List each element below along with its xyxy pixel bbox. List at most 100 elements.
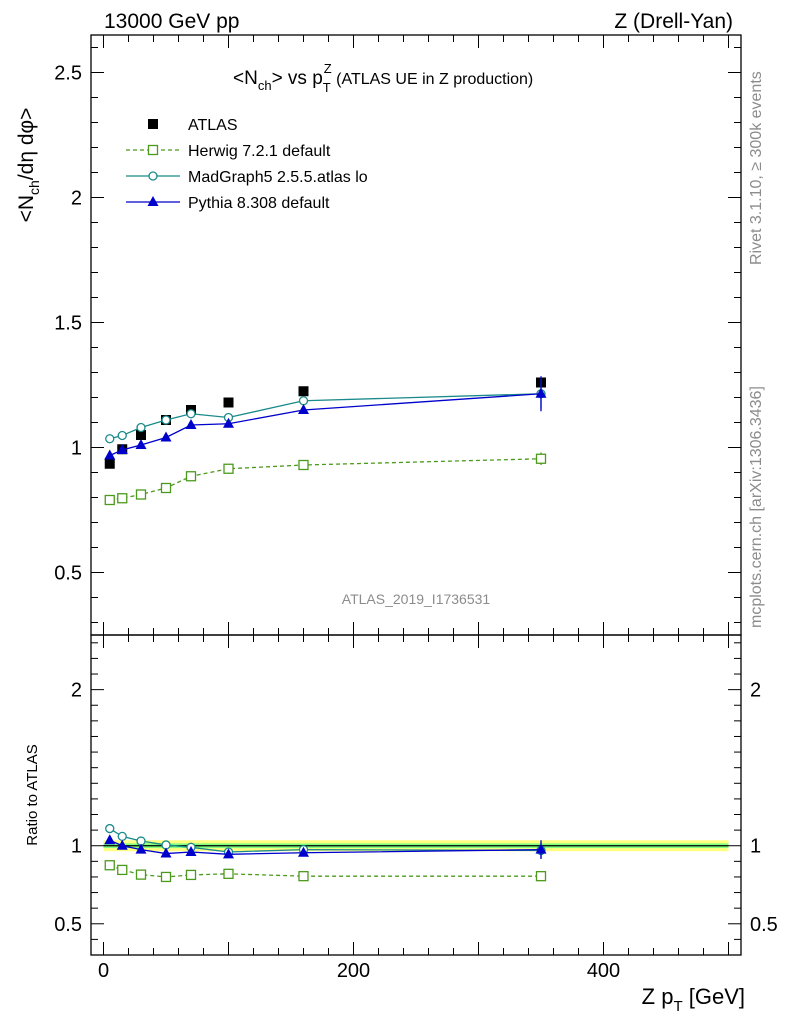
ratio-uncertainty-band <box>103 840 729 852</box>
legend-marker <box>148 119 158 129</box>
ratio-ticks <box>91 635 741 955</box>
data-point-madgraph <box>186 409 196 419</box>
data-point-herwig <box>117 864 128 876</box>
rivet-version-label: Rivet 3.1.10, ≥ 300k events <box>748 71 765 265</box>
analysis-watermark: ATLAS_2019_I1736531 <box>342 591 491 607</box>
data-point-herwig <box>104 494 115 506</box>
data-point-herwig <box>185 471 197 482</box>
data-point-pythia <box>135 843 147 854</box>
series-pythia <box>104 834 547 859</box>
main-ytick-label: 0.5 <box>54 563 82 585</box>
series-line-herwig <box>109 458 542 501</box>
data-point-herwig <box>117 493 128 504</box>
ratio-ytick-labels: 0.5 0.5 1 1 2 2 <box>54 680 778 936</box>
data-point-pythia <box>160 847 172 858</box>
legend-marker <box>147 144 159 156</box>
header-right: Z (Drell-Yan) <box>614 10 733 33</box>
data-point-data <box>223 397 234 408</box>
mcplots-reference-label: mcplots.cern.ch [arXiv:1306.3436] <box>748 386 765 628</box>
data-point-herwig <box>160 871 172 883</box>
main-ylabel: <Nch/dη dφ> <box>15 108 42 223</box>
ratio-frame <box>90 634 742 956</box>
data-point-pythia <box>185 419 197 429</box>
data-point-herwig <box>135 489 147 500</box>
ratio-ylabel: Ratio to ATLAS <box>24 744 41 845</box>
legend-item: MadGraph5 2.5.5.atlas lo <box>126 169 368 186</box>
data-point-madgraph <box>117 831 127 842</box>
legend-label: Herwig 7.2.1 default <box>188 143 331 160</box>
series-line-madgraph <box>109 393 542 440</box>
data-point-pythia <box>185 845 197 856</box>
data-point-herwig <box>535 453 547 464</box>
series-herwig <box>104 452 547 506</box>
ratio-ytick-label-left: 1 <box>71 836 82 858</box>
plot-title: <Nch> vs pTZ (ATLAS UE in Z production) <box>233 61 533 95</box>
data-point-herwig <box>104 860 115 871</box>
data-point-herwig <box>185 869 197 881</box>
legend-marker <box>148 171 158 181</box>
xtick-label: 0 <box>98 960 109 982</box>
main-series <box>104 376 547 506</box>
data-point-pythia <box>535 843 547 854</box>
data-point-madgraph <box>298 396 309 406</box>
data-point-herwig <box>298 459 309 471</box>
main-ytick-label: 1 <box>71 438 82 460</box>
xaxis-label: Z pT [GeV] <box>642 984 745 1015</box>
legend-item: Herwig 7.2.1 default <box>126 143 331 160</box>
legend-label: Pythia 8.308 default <box>188 195 330 212</box>
ratio-ytick-label-left: 0.5 <box>54 914 82 936</box>
series-data <box>104 377 546 469</box>
data-point-pythia <box>160 431 172 442</box>
main-ticks <box>91 35 741 635</box>
data-point-data <box>298 386 309 397</box>
data-point-pythia <box>104 449 116 460</box>
data-point-madgraph <box>136 422 146 433</box>
ratio-series <box>104 823 547 883</box>
ratio-ytick-label-right: 2 <box>750 680 761 702</box>
legend-item: Pythia 8.308 default <box>126 195 330 212</box>
data-point-pythia <box>223 848 234 859</box>
data-point-madgraph <box>117 430 127 441</box>
ratio-ytick-label-right: 0.5 <box>750 914 778 936</box>
xtick-label: 400 <box>587 960 620 982</box>
data-point-herwig <box>298 871 309 882</box>
legend-marker <box>147 196 159 206</box>
series-line-herwig <box>109 864 541 878</box>
data-point-herwig <box>135 869 147 880</box>
main-ytick-labels: 0.5 1 1.5 2 2.5 <box>54 63 82 585</box>
main-panel: 0.5 1 1.5 2 2.5 <Nch> vs pTZ (ATLAS UE in Z … <box>15 34 742 636</box>
data-point-pythia <box>116 444 128 454</box>
ratio-ytick-label-left: 2 <box>71 680 82 702</box>
legend-item: ATLAS <box>148 117 238 134</box>
data-point-madgraph <box>105 823 115 834</box>
data-point-pythia <box>104 834 116 845</box>
data-point-herwig <box>223 463 234 474</box>
legend-label: MadGraph5 2.5.5.atlas lo <box>188 169 368 186</box>
data-point-herwig <box>535 871 547 882</box>
data-point-herwig <box>223 868 234 879</box>
data-point-madgraph <box>161 415 171 425</box>
data-point-pythia <box>298 846 309 857</box>
main-ytick-label: 2.5 <box>54 63 82 85</box>
data-point-madgraph <box>105 434 115 444</box>
xtick-label: 200 <box>337 960 370 982</box>
data-point-herwig <box>160 482 172 494</box>
data-point-pythia <box>223 417 234 428</box>
xtick-labels: 0 200 400 <box>98 960 620 982</box>
data-point-data <box>104 458 115 469</box>
main-ytick-label: 1.5 <box>54 313 82 335</box>
series-line-pythia <box>109 393 542 457</box>
main-ytick-label: 2 <box>71 188 82 210</box>
legend: ATLAS Herwig 7.2.1 default MadGraph5 2.5.5… <box>126 117 368 212</box>
legend-label: ATLAS <box>188 117 238 134</box>
ratio-panel: 0.5 0.5 1 1 2 2 Ratio to ATLAS 0 200 400 Z pT [… <box>24 634 778 1015</box>
data-point-pythia <box>535 387 547 398</box>
data-point-pythia <box>135 439 147 449</box>
series-madgraph <box>105 378 546 444</box>
series-pythia <box>104 376 547 460</box>
data-point-pythia <box>298 404 309 414</box>
series-herwig <box>104 860 547 883</box>
data-point-pythia <box>116 839 128 850</box>
data-point-data <box>136 430 146 440</box>
